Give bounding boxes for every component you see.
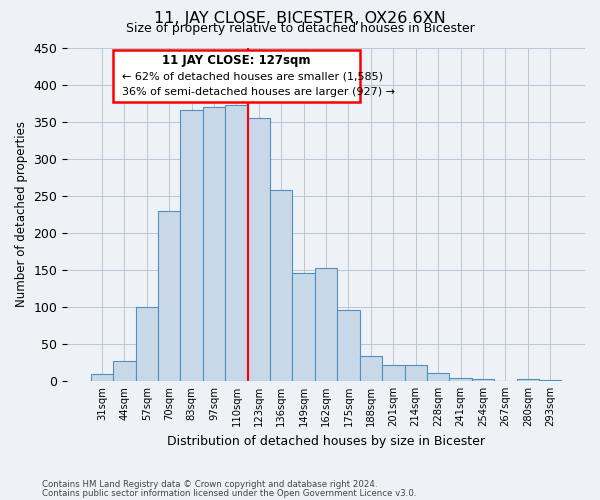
FancyBboxPatch shape: [113, 50, 360, 102]
Bar: [360, 356, 382, 381]
Y-axis label: Number of detached properties: Number of detached properties: [15, 121, 28, 307]
Bar: [203, 107, 225, 381]
Text: 11, JAY CLOSE, BICESTER, OX26 6XN: 11, JAY CLOSE, BICESTER, OX26 6XN: [154, 11, 446, 26]
Bar: [113, 361, 136, 381]
Bar: [248, 118, 270, 381]
Bar: [225, 104, 248, 381]
Bar: [404, 364, 427, 381]
Bar: [181, 110, 203, 381]
Text: Size of property relative to detached houses in Bicester: Size of property relative to detached ho…: [125, 22, 475, 35]
Bar: [136, 307, 158, 381]
Bar: [158, 210, 181, 381]
Bar: [472, 380, 494, 381]
Bar: [315, 268, 337, 381]
Text: Contains HM Land Registry data © Crown copyright and database right 2024.: Contains HM Land Registry data © Crown c…: [42, 480, 377, 489]
Text: 36% of semi-detached houses are larger (927) →: 36% of semi-detached houses are larger (…: [122, 87, 395, 97]
Bar: [539, 380, 562, 381]
Bar: [517, 380, 539, 381]
X-axis label: Distribution of detached houses by size in Bicester: Distribution of detached houses by size …: [167, 434, 485, 448]
Bar: [270, 190, 292, 381]
Text: ← 62% of detached houses are smaller (1,585): ← 62% of detached houses are smaller (1,…: [122, 72, 383, 82]
Bar: [292, 273, 315, 381]
Text: 11 JAY CLOSE: 127sqm: 11 JAY CLOSE: 127sqm: [162, 54, 311, 68]
Bar: [337, 310, 360, 381]
Bar: [382, 364, 404, 381]
Bar: [449, 378, 472, 381]
Bar: [91, 374, 113, 381]
Text: Contains public sector information licensed under the Open Government Licence v3: Contains public sector information licen…: [42, 488, 416, 498]
Bar: [427, 373, 449, 381]
